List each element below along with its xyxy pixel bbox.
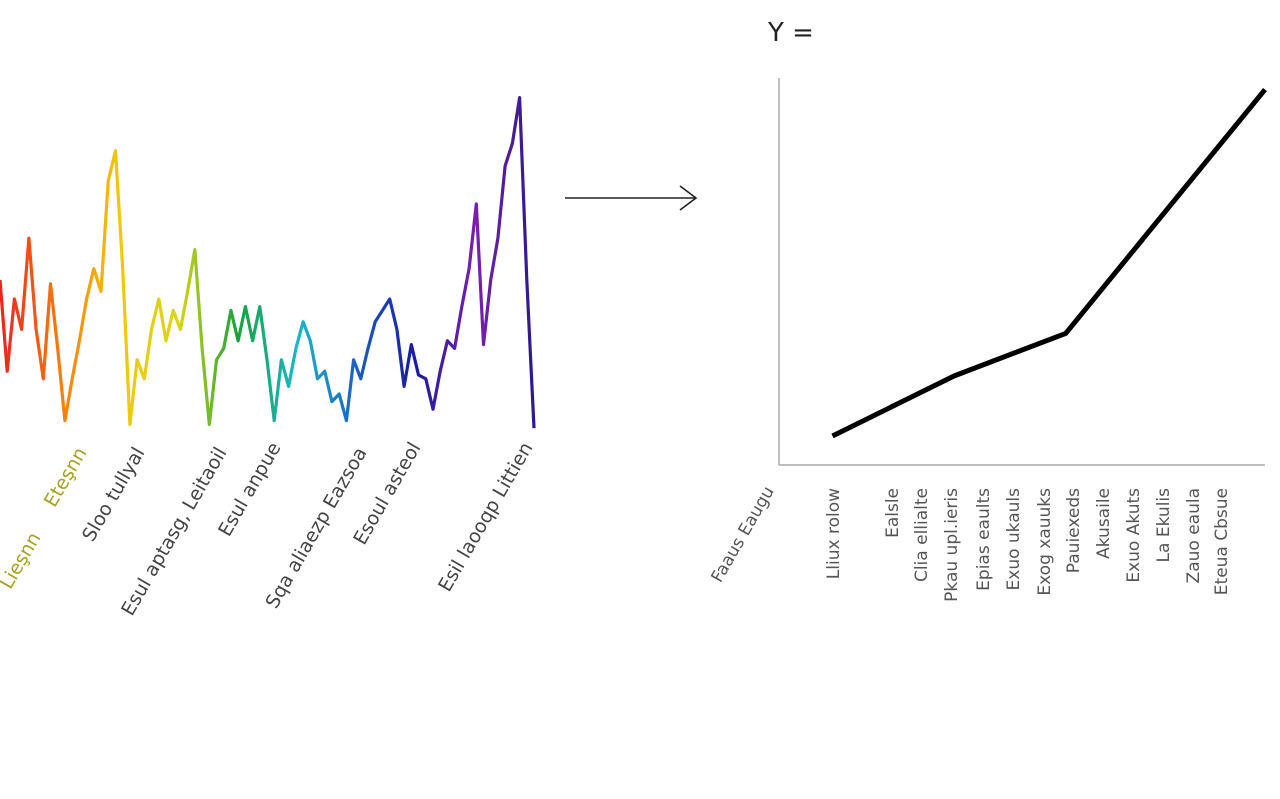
x-tick-label: Pkau upl.ieris <box>942 488 962 688</box>
arrow-right-icon <box>565 186 696 210</box>
x-tick-label: La Ekulis <box>1154 488 1174 688</box>
y-axis-title: Y = <box>768 18 814 48</box>
x-tick-label: Exog xauuks <box>1035 488 1055 688</box>
chart-canvas <box>0 0 1280 720</box>
x-tick-label: Exuo Akuts <box>1124 488 1144 688</box>
x-tick-label: Lliux rolow <box>824 488 844 688</box>
signal-line <box>0 98 534 429</box>
x-tick-label: Clia ellialte <box>912 488 932 688</box>
x-tick-label: Exuo ukauls <box>1004 488 1024 688</box>
x-tick-label: Eteua Cbsue <box>1212 488 1232 688</box>
x-tick-label: Akusaile <box>1094 488 1114 688</box>
x-tick-label: Epias eaults <box>974 488 994 688</box>
trend-line <box>833 90 1266 436</box>
x-tick-label: Pauiexeds <box>1064 488 1084 688</box>
x-tick-label: Ealsle <box>883 488 903 688</box>
x-tick-label: Zauo eaula <box>1184 488 1204 688</box>
